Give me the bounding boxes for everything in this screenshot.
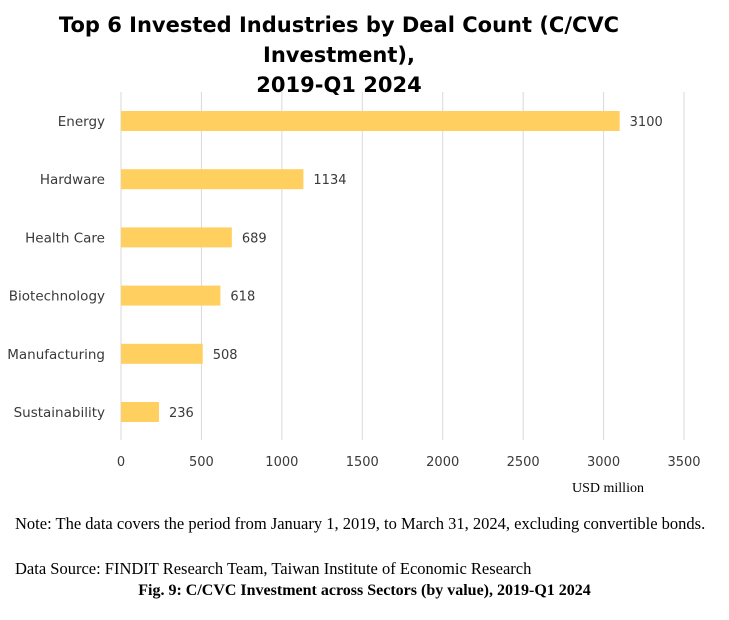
category-label: Sustainability [14, 405, 105, 421]
chart-title: Top 6 Invested Industries by Deal Count … [0, 10, 678, 100]
chart-title-line-1: Top 6 Invested Industries by Deal Count … [58, 13, 620, 67]
x-tick-label: 500 [189, 455, 214, 470]
category-label: Health Care [25, 230, 105, 246]
x-tick-label: 2500 [507, 455, 540, 470]
category-label: Biotechnology [9, 289, 105, 305]
data-label: 689 [242, 231, 267, 246]
data-label: 618 [230, 290, 255, 305]
category-labels: Energy Hardware Health Care Biotechnology Ma… [7, 114, 105, 421]
data-source: Data Source: FINDIT Research Team, Taiwa… [15, 559, 532, 578]
bars [121, 111, 620, 422]
category-label: Hardware [40, 172, 105, 188]
x-tick-label: 3000 [587, 455, 620, 470]
chart-note: Note: The data covers the period from Ja… [15, 514, 706, 533]
x-tick-label: 2000 [426, 455, 459, 470]
x-tick-labels: 0 500 1000 1500 2000 2500 3000 3500 [117, 455, 701, 470]
grid-lines [120, 92, 685, 440]
bar [121, 285, 221, 306]
x-tick-label: 1500 [346, 455, 379, 470]
data-label: 3100 [630, 115, 663, 130]
x-tick-label: 3500 [667, 455, 700, 470]
x-tick-label: 1000 [265, 455, 298, 470]
data-labels: 3100 1134 689 618 508 236 [169, 115, 663, 421]
chart-title-line-2: 2019-Q1 2024 [256, 73, 422, 97]
bar [121, 111, 620, 131]
x-tick-label: 0 [117, 455, 125, 470]
data-label: 508 [213, 348, 238, 363]
bar [121, 343, 203, 364]
data-label: 1134 [313, 173, 346, 188]
data-label: 236 [169, 406, 194, 421]
bar-chart: Energy Hardware Health Care Biotechnology Ma… [7, 92, 701, 470]
bar [121, 169, 304, 190]
category-label: Energy [58, 114, 105, 130]
bar [121, 227, 232, 248]
x-axis-unit-label: USD million [572, 481, 644, 496]
figure-caption: Fig. 9: C/CVC Investment across Sectors … [138, 582, 591, 599]
category-label: Manufacturing [7, 347, 105, 363]
bar [121, 402, 159, 422]
